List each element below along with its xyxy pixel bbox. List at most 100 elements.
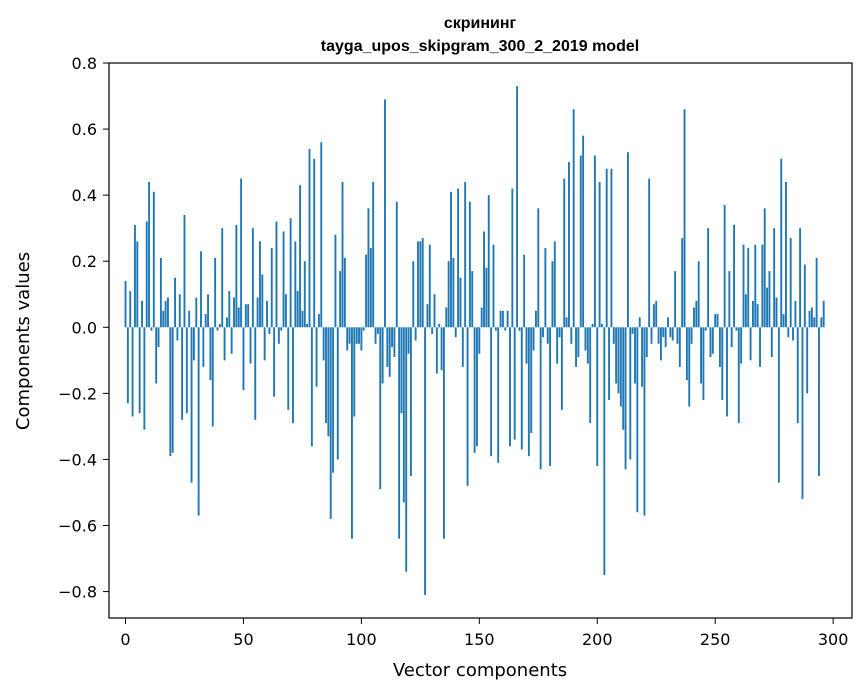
bar <box>478 327 481 354</box>
bar <box>768 271 771 328</box>
bar <box>369 248 372 328</box>
bar <box>141 300 143 328</box>
x-axis-ticks: 0 50 100 150 200 250 300 <box>120 618 848 649</box>
bar <box>228 290 231 328</box>
bar <box>225 317 228 328</box>
bar <box>631 327 634 334</box>
bar <box>749 327 752 361</box>
bar <box>289 218 292 328</box>
bar <box>782 314 785 328</box>
bar <box>730 327 733 348</box>
bar <box>428 244 431 328</box>
bar <box>251 228 254 328</box>
x-tick-label: 50 <box>233 630 253 649</box>
bar <box>150 327 153 331</box>
bar <box>355 327 358 344</box>
bar <box>702 327 705 400</box>
y-tick-label: −0.6 <box>58 517 97 536</box>
bar <box>490 327 493 457</box>
bar <box>787 327 790 338</box>
bar <box>688 327 691 407</box>
bar <box>398 327 401 539</box>
bar <box>487 195 490 328</box>
bar <box>351 327 353 539</box>
bar <box>733 224 736 328</box>
bar <box>669 327 672 338</box>
bar <box>794 300 797 328</box>
bar <box>763 208 766 328</box>
bar <box>358 327 360 344</box>
bar <box>348 327 351 344</box>
bar <box>629 327 632 460</box>
bar <box>582 135 585 328</box>
bar <box>662 327 665 338</box>
bar <box>277 327 280 344</box>
bar <box>315 327 318 387</box>
bar <box>270 248 273 328</box>
bar <box>148 181 151 328</box>
bar <box>419 241 422 328</box>
bar <box>761 244 764 328</box>
bar <box>751 300 754 328</box>
bar <box>556 327 559 364</box>
bar <box>808 310 811 328</box>
bar <box>233 297 235 328</box>
bar <box>152 191 155 328</box>
bar <box>134 224 136 328</box>
bar <box>678 327 681 367</box>
bar <box>735 327 738 331</box>
bar <box>770 327 773 358</box>
bar <box>169 327 172 457</box>
bar <box>619 327 622 407</box>
bar <box>273 327 276 397</box>
bar <box>249 327 252 364</box>
y-tick-label: 0.0 <box>72 318 97 337</box>
bar <box>549 327 552 467</box>
bar <box>485 267 488 328</box>
chart-title: скрининг <box>444 15 517 32</box>
bar <box>188 310 191 328</box>
y-tick-label: 0.6 <box>72 120 97 139</box>
bar <box>136 241 139 328</box>
bar <box>195 297 198 328</box>
bar <box>431 327 434 334</box>
bar <box>766 287 769 328</box>
bar <box>209 327 212 381</box>
bar <box>207 294 210 328</box>
y-tick-label: 0.2 <box>72 252 97 271</box>
bar <box>216 327 219 331</box>
bar <box>704 327 707 331</box>
bar <box>796 327 799 424</box>
y-tick-label: −0.2 <box>58 384 97 403</box>
bar <box>707 228 710 328</box>
bar <box>204 314 207 328</box>
bar <box>775 297 778 328</box>
bar <box>676 327 679 344</box>
bar <box>584 327 587 351</box>
y-tick-label: −0.8 <box>58 583 97 602</box>
bar <box>185 327 188 414</box>
bar <box>813 317 816 328</box>
bar <box>648 178 651 328</box>
bar <box>563 178 566 328</box>
bar <box>504 327 507 331</box>
bar <box>803 264 806 328</box>
bar <box>450 191 452 328</box>
bar <box>622 327 625 430</box>
bar <box>346 327 349 351</box>
bar <box>155 327 158 384</box>
bar <box>332 327 335 473</box>
bar <box>553 241 556 328</box>
bar <box>395 201 398 328</box>
x-tick-label: 150 <box>464 630 495 649</box>
bar <box>266 300 268 328</box>
bar <box>820 317 823 328</box>
bar <box>181 327 184 420</box>
bar <box>254 327 257 420</box>
bar <box>452 257 455 328</box>
bar <box>697 261 700 328</box>
bar <box>624 327 627 470</box>
bar <box>310 327 313 447</box>
bar <box>433 294 436 328</box>
bar <box>388 327 391 377</box>
